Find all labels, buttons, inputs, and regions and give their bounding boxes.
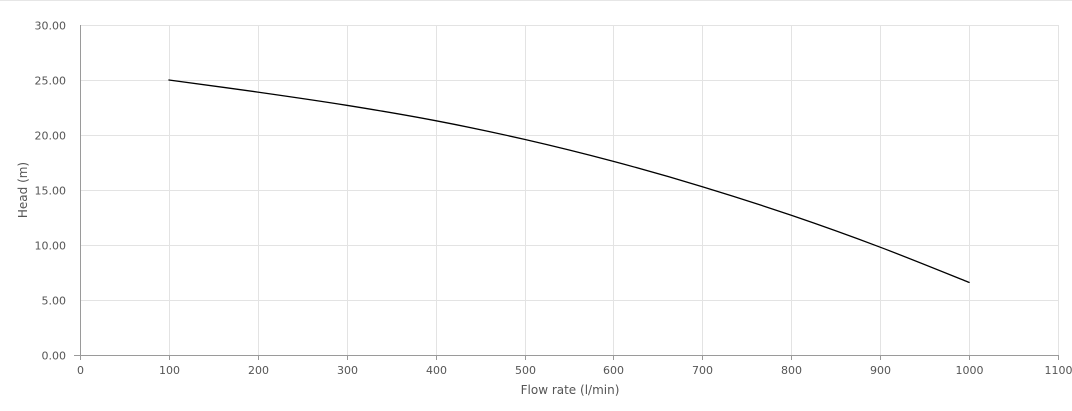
y-tick-label: 15.00 bbox=[35, 185, 67, 198]
x-tick-labels: 0 100 200 300 400 500 600 700 800 900 1000 1100 bbox=[77, 364, 1072, 377]
y-axis-label: Head (m) bbox=[16, 162, 30, 218]
y-tick-label: 5.00 bbox=[42, 295, 67, 308]
x-tick-label: 900 bbox=[870, 364, 891, 377]
series-line bbox=[168, 79, 970, 284]
y-tick-label: 30.00 bbox=[35, 20, 67, 33]
x-tick-label: 400 bbox=[426, 364, 447, 377]
y-tick-label: 10.00 bbox=[35, 240, 67, 253]
x-tick-label: 1100 bbox=[1045, 364, 1072, 377]
x-tick-label: 300 bbox=[337, 364, 358, 377]
x-tick-label: 600 bbox=[603, 364, 624, 377]
x-tick-label: 100 bbox=[159, 364, 180, 377]
x-tick-label: 500 bbox=[515, 364, 536, 377]
x-tick-label: 1000 bbox=[956, 364, 984, 377]
y-grid-lines bbox=[80, 25, 1058, 301]
y-tick-label: 25.00 bbox=[35, 75, 67, 88]
x-axis-label: Flow rate (l/min) bbox=[521, 383, 620, 397]
axes bbox=[74, 25, 1059, 360]
y-tick-labels: 0.00 5.00 10.00 15.00 20.00 25.00 30.00 bbox=[35, 20, 67, 363]
series-layer bbox=[168, 79, 970, 284]
x-tick-label: 200 bbox=[248, 364, 269, 377]
x-grid-lines bbox=[169, 25, 1059, 355]
y-tick-label: 20.00 bbox=[35, 130, 67, 143]
x-tick-label: 700 bbox=[692, 364, 713, 377]
x-tick-label: 800 bbox=[781, 364, 802, 377]
top-divider bbox=[0, 0, 1072, 1]
y-tick-label: 0.00 bbox=[42, 350, 67, 363]
x-tick-label: 0 bbox=[77, 364, 84, 377]
